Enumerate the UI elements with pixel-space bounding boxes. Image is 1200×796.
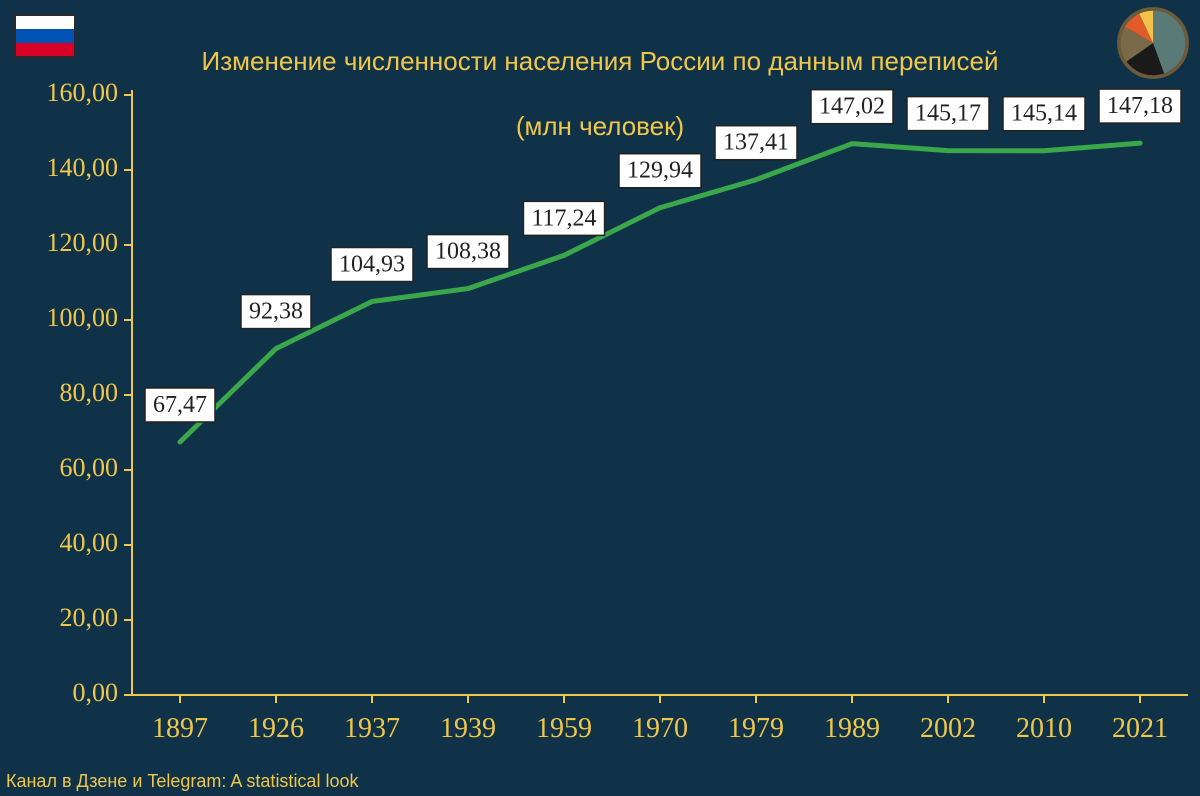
x-tick-label: 1939 [440, 713, 496, 744]
x-tick-label: 1897 [152, 713, 208, 744]
x-tick-label: 1979 [728, 713, 784, 744]
chart-container: 0,00 20,00 40,00 60,00 80,00 100,00 120,00 140,… [0, 0, 1200, 796]
flag-stripe-white [16, 16, 74, 29]
value-label: 117,24 [531, 205, 596, 231]
x-tick-label: 2010 [1016, 713, 1072, 744]
x-tick-label: 1926 [248, 713, 304, 744]
pie-icon [1116, 6, 1190, 80]
x-tick-label: 1937 [344, 713, 400, 744]
y-tick-label: 140,00 [47, 153, 119, 182]
title-line1: Изменение численности населения России п… [202, 46, 999, 76]
y-tick-label: 40,00 [60, 528, 119, 557]
y-tick-label: 20,00 [60, 603, 119, 632]
x-tick-label: 2021 [1112, 713, 1168, 744]
x-tick-label: 2002 [920, 713, 976, 744]
value-label: 92,38 [249, 299, 303, 325]
footer-text: Канал в Дзене и Telegram: A statistical … [6, 771, 358, 792]
flag-stripe-blue [16, 29, 74, 42]
title-line2: (млн человек) [516, 111, 684, 141]
x-tick-label: 1959 [536, 713, 592, 744]
y-tick-label: 0,00 [73, 678, 119, 707]
y-tick-label: 100,00 [47, 303, 119, 332]
value-label: 108,38 [435, 239, 501, 265]
chart-title: Изменение численности населения России п… [0, 12, 1200, 142]
x-tick-label: 1989 [824, 713, 880, 744]
flag-stripe-red [16, 43, 74, 56]
flag-icon [14, 14, 76, 58]
y-tick-label: 80,00 [60, 378, 119, 407]
y-tick-label: 60,00 [60, 453, 119, 482]
value-label: 67,47 [153, 392, 207, 418]
x-tick-label: 1970 [632, 713, 688, 744]
y-tick-label: 120,00 [47, 228, 119, 257]
value-label: 129,94 [627, 158, 693, 184]
value-label: 104,93 [339, 252, 405, 278]
